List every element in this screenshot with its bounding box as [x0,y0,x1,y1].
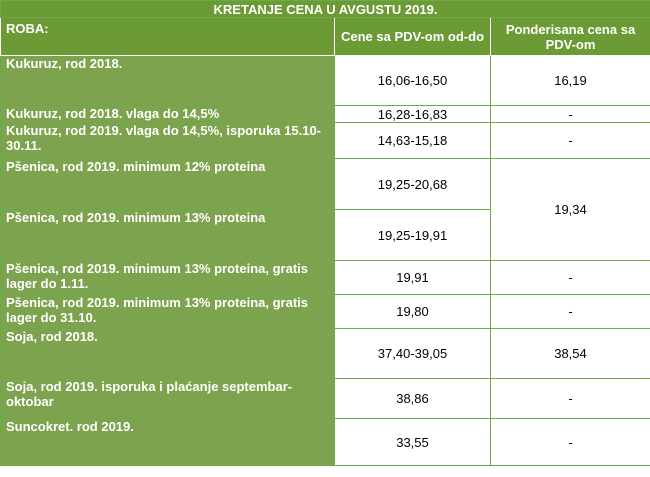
row-weighted-price: - [490,260,650,295]
table-row: Soja, rod 2019. isporuka i plaćanje sept… [0,378,650,419]
table-row: Soja, rod 2018. 37,40-39,05 38,54 [0,328,650,379]
header-price-range: Cene sa PDV-om od-do [334,17,491,56]
row-price-range: 19,25-19,91 [334,209,491,261]
row-price-range: 14,63-15,18 [334,122,491,159]
row-price-range: 16,06-16,50 [334,55,491,106]
table-row: Pšenica, rod 2019. minimum 13% proteina,… [0,294,650,329]
row-name: Kukuruz, rod 2018. vlaga do 14,5% [0,105,335,123]
table-row: Suncokret. rod 2019. 33,55 - [0,418,650,466]
price-table: KRETANJE CENA U AVGUSTU 2019. ROBA: Cene… [0,0,650,466]
row-price-range: 16,28-16,83 [334,105,491,123]
row-weighted-price: 19,34 [490,158,650,261]
row-name: Pšenica, rod 2019. minimum 13% proteina,… [0,294,335,329]
row-weighted-price: 38,54 [490,328,650,379]
row-name: Pšenica, rod 2019. minimum 13% proteina [0,209,335,261]
row-price-range: 19,91 [334,260,491,295]
row-weighted-price: - [490,418,650,466]
header-roba: ROBA: [0,17,335,56]
table-row: Kukuruz, rod 2018. vlaga do 14,5% 16,28-… [0,105,650,123]
table-row: Kukuruz, rod 2018. 16,06-16,50 16,19 [0,55,650,106]
row-name: Kukuruz, rod 2019. vlaga do 14,5%, ispor… [0,122,335,159]
table-row: Kukuruz, rod 2019. vlaga do 14,5%, ispor… [0,122,650,159]
row-weighted-price: - [490,105,650,123]
table-title: KRETANJE CENA U AVGUSTU 2019. [0,0,650,18]
row-weighted-price: - [490,294,650,329]
row-price-range: 19,80 [334,294,491,329]
row-weighted-price: - [490,378,650,419]
row-name: Suncokret. rod 2019. [0,418,335,466]
row-name: Kukuruz, rod 2018. [0,55,335,106]
row-price-range: 38,86 [334,378,491,419]
header-weighted-price: Ponderisana cena sa PDV-om [490,17,650,56]
row-name: Pšenica, rod 2019. minimum 13% proteina,… [0,260,335,295]
row-price-range: 33,55 [334,418,491,466]
row-name: Pšenica, rod 2019. minimum 12% proteina [0,158,335,210]
row-weighted-price: 16,19 [490,55,650,106]
row-weighted-price: - [490,122,650,159]
table-row: Pšenica, rod 2019. minimum 13% proteina,… [0,260,650,295]
table-row: Pšenica, rod 2019. minimum 13% proteina … [0,209,650,261]
table-row: Pšenica, rod 2019. minimum 12% proteina … [0,158,650,261]
row-name: Soja, rod 2018. [0,328,335,379]
row-name: Soja, rod 2019. isporuka i plaćanje sept… [0,378,335,419]
row-price-range: 37,40-39,05 [334,328,491,379]
row-price-range: 19,25-20,68 [334,158,491,210]
